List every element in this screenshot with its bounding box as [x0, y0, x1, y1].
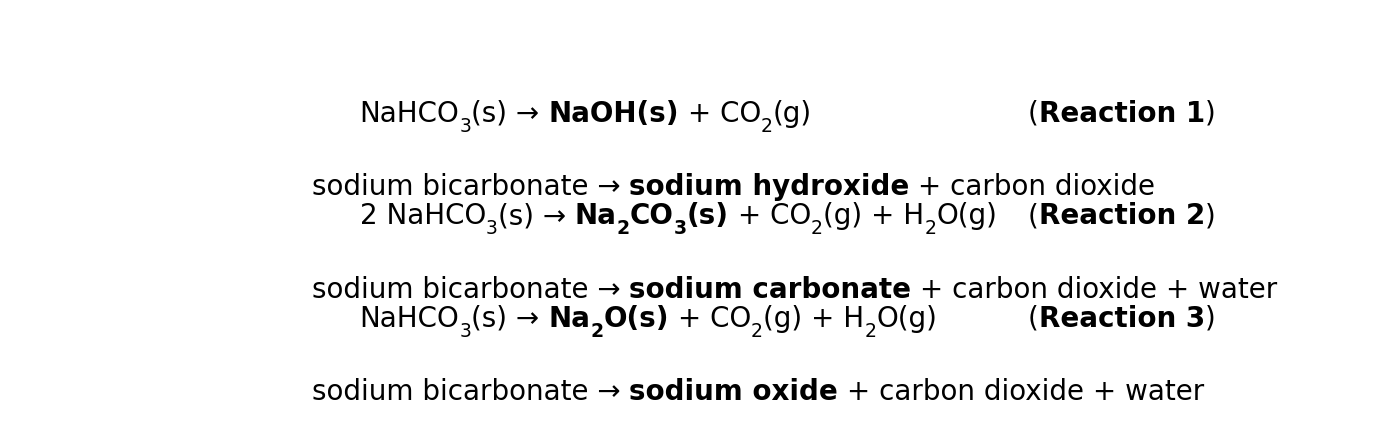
Text: 2: 2 [751, 322, 763, 341]
Text: sodium bicarbonate →: sodium bicarbonate → [312, 173, 629, 201]
Text: 3: 3 [673, 219, 687, 238]
Text: Reaction 3: Reaction 3 [1039, 305, 1205, 333]
Text: + carbon dioxide: + carbon dioxide [909, 173, 1155, 201]
Text: (g) + H: (g) + H [763, 305, 864, 333]
Text: NaHCO: NaHCO [360, 99, 460, 128]
Text: Reaction 2: Reaction 2 [1039, 202, 1205, 230]
Text: sodium oxide: sodium oxide [629, 378, 838, 406]
Text: 2: 2 [811, 219, 822, 238]
Text: NaOH(s): NaOH(s) [548, 99, 679, 128]
Text: + carbon dioxide + water: + carbon dioxide + water [838, 378, 1203, 406]
Text: sodium bicarbonate →: sodium bicarbonate → [312, 276, 629, 304]
Text: 2: 2 [925, 219, 936, 238]
Text: (s) →: (s) → [472, 99, 548, 128]
Text: 3: 3 [460, 117, 472, 136]
Text: 3: 3 [486, 219, 498, 238]
Text: O(g): O(g) [936, 202, 996, 230]
Text: + carbon dioxide + water: + carbon dioxide + water [911, 276, 1278, 304]
Text: (s) →: (s) → [472, 305, 548, 333]
Text: 2: 2 [617, 219, 629, 238]
Text: (: ( [1028, 202, 1039, 230]
Text: Reaction 1: Reaction 1 [1039, 99, 1205, 128]
Text: 2 NaHCO: 2 NaHCO [360, 202, 486, 230]
Text: CO: CO [629, 202, 673, 230]
Text: ): ) [1205, 99, 1216, 128]
Text: + CO: + CO [729, 202, 811, 230]
Text: Na: Na [548, 305, 591, 333]
Text: sodium carbonate: sodium carbonate [629, 276, 911, 304]
Text: (: ( [1028, 99, 1039, 128]
Text: + CO: + CO [669, 305, 751, 333]
Text: (g) + H: (g) + H [822, 202, 925, 230]
Text: O(s): O(s) [603, 305, 669, 333]
Text: (: ( [1028, 305, 1039, 333]
Text: 2: 2 [591, 322, 603, 341]
Text: sodium hydroxide: sodium hydroxide [629, 173, 909, 201]
Text: 3: 3 [460, 322, 472, 341]
Text: NaHCO: NaHCO [360, 305, 460, 333]
Text: (s): (s) [687, 202, 729, 230]
Text: 2: 2 [864, 322, 876, 341]
Text: 2: 2 [760, 117, 773, 136]
Text: + CO: + CO [679, 99, 760, 128]
Text: (s) →: (s) → [498, 202, 575, 230]
Text: Na: Na [575, 202, 617, 230]
Text: sodium bicarbonate →: sodium bicarbonate → [312, 378, 629, 406]
Text: ): ) [1205, 305, 1216, 333]
Text: ): ) [1205, 202, 1216, 230]
Text: O(g): O(g) [876, 305, 937, 333]
Text: (g): (g) [773, 99, 813, 128]
